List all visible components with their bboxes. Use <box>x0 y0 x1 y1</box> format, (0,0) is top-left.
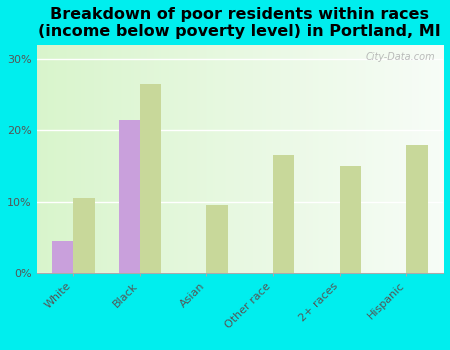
Title: Breakdown of poor residents within races
(income below poverty level) in Portlan: Breakdown of poor residents within races… <box>38 7 441 39</box>
Bar <box>52 241 73 273</box>
Bar <box>340 166 361 273</box>
Bar <box>140 84 161 273</box>
Bar <box>207 205 228 273</box>
Bar <box>118 120 140 273</box>
Text: City-Data.com: City-Data.com <box>365 51 435 62</box>
Bar <box>73 198 94 273</box>
Bar <box>273 155 294 273</box>
Bar <box>406 145 428 273</box>
